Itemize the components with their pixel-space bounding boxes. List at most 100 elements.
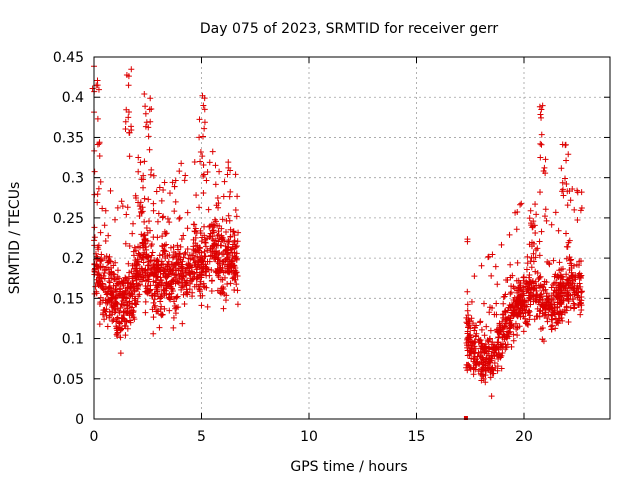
data-point [214,287,221,294]
data-point [199,153,206,160]
data-point [155,210,162,217]
data-point [141,91,148,98]
data-point [131,316,138,323]
data-point [219,276,226,283]
data-point [215,238,222,245]
data-point [197,227,204,234]
data-point [558,273,565,280]
data-point [545,311,552,318]
data-point [554,319,561,326]
data-point [573,288,580,295]
data-point [133,260,140,267]
data-point [114,327,121,334]
data-point [97,229,104,236]
data-point [233,250,240,257]
data-point [127,317,133,324]
data-point [502,309,509,316]
data-point [472,366,479,373]
data-point [478,342,485,349]
data-point [203,177,210,184]
data-point [565,281,572,288]
data-point [180,232,187,239]
data-point [234,193,241,200]
data-point [551,309,558,316]
data-point [466,318,473,325]
data-point [201,232,208,239]
data-point [225,269,232,276]
data-point [549,305,556,312]
data-point [514,259,521,266]
data-point [194,261,201,268]
data-point [468,298,475,305]
data-point [560,283,567,290]
data-point [122,294,129,301]
data-point [154,288,161,295]
data-point [570,305,577,312]
data-point [142,282,149,289]
data-point [539,102,546,109]
data-point [170,314,177,321]
data-point [487,304,494,311]
data-point [212,181,219,188]
data-point [558,314,565,321]
data-point [100,286,107,293]
data-point [201,106,208,113]
data-point [554,294,561,301]
data-point [537,294,544,301]
data-point [477,319,484,326]
data-point [105,232,112,239]
data-point [116,319,123,326]
data-point [471,273,478,280]
data-point [142,298,149,305]
data-point [136,203,143,210]
data-point [493,300,500,307]
data-point [562,175,568,182]
data-point [114,314,121,321]
data-point [101,316,108,323]
data-point [171,298,178,305]
data-point [184,291,191,298]
data-point [514,209,521,216]
data-point [543,293,550,300]
data-point [142,309,149,316]
data-point [490,370,497,377]
data-point [121,322,128,329]
data-point [143,251,150,258]
data-point [520,313,527,320]
data-point [559,141,566,148]
data-point [135,286,142,293]
data-point [513,325,520,332]
data-point [493,349,500,356]
data-point [123,211,130,218]
data-point [149,270,156,277]
data-point [206,159,213,166]
data-point [95,185,102,192]
data-point [94,191,101,198]
data-point [156,279,163,286]
data-point [533,313,540,320]
data-point [500,293,507,300]
data-point [220,193,227,200]
data-point [478,326,485,333]
data-point [231,237,238,244]
data-point [215,204,222,211]
data-point [117,285,124,292]
data-point [463,416,468,420]
data-point [514,313,521,320]
data-point [564,277,571,284]
data-point [167,244,174,251]
data-point [91,168,98,175]
data-point [225,212,232,219]
y-tick-label: 0.05 [53,372,84,388]
y-tick-label: 0.35 [53,130,84,146]
data-point [128,123,135,130]
data-point [212,162,219,169]
data-point [94,82,101,89]
data-point [215,274,222,281]
data-point [187,263,194,270]
data-point [113,331,120,338]
data-point [538,290,545,297]
data-point [101,254,108,261]
data-point [502,314,509,321]
data-point [570,262,577,269]
